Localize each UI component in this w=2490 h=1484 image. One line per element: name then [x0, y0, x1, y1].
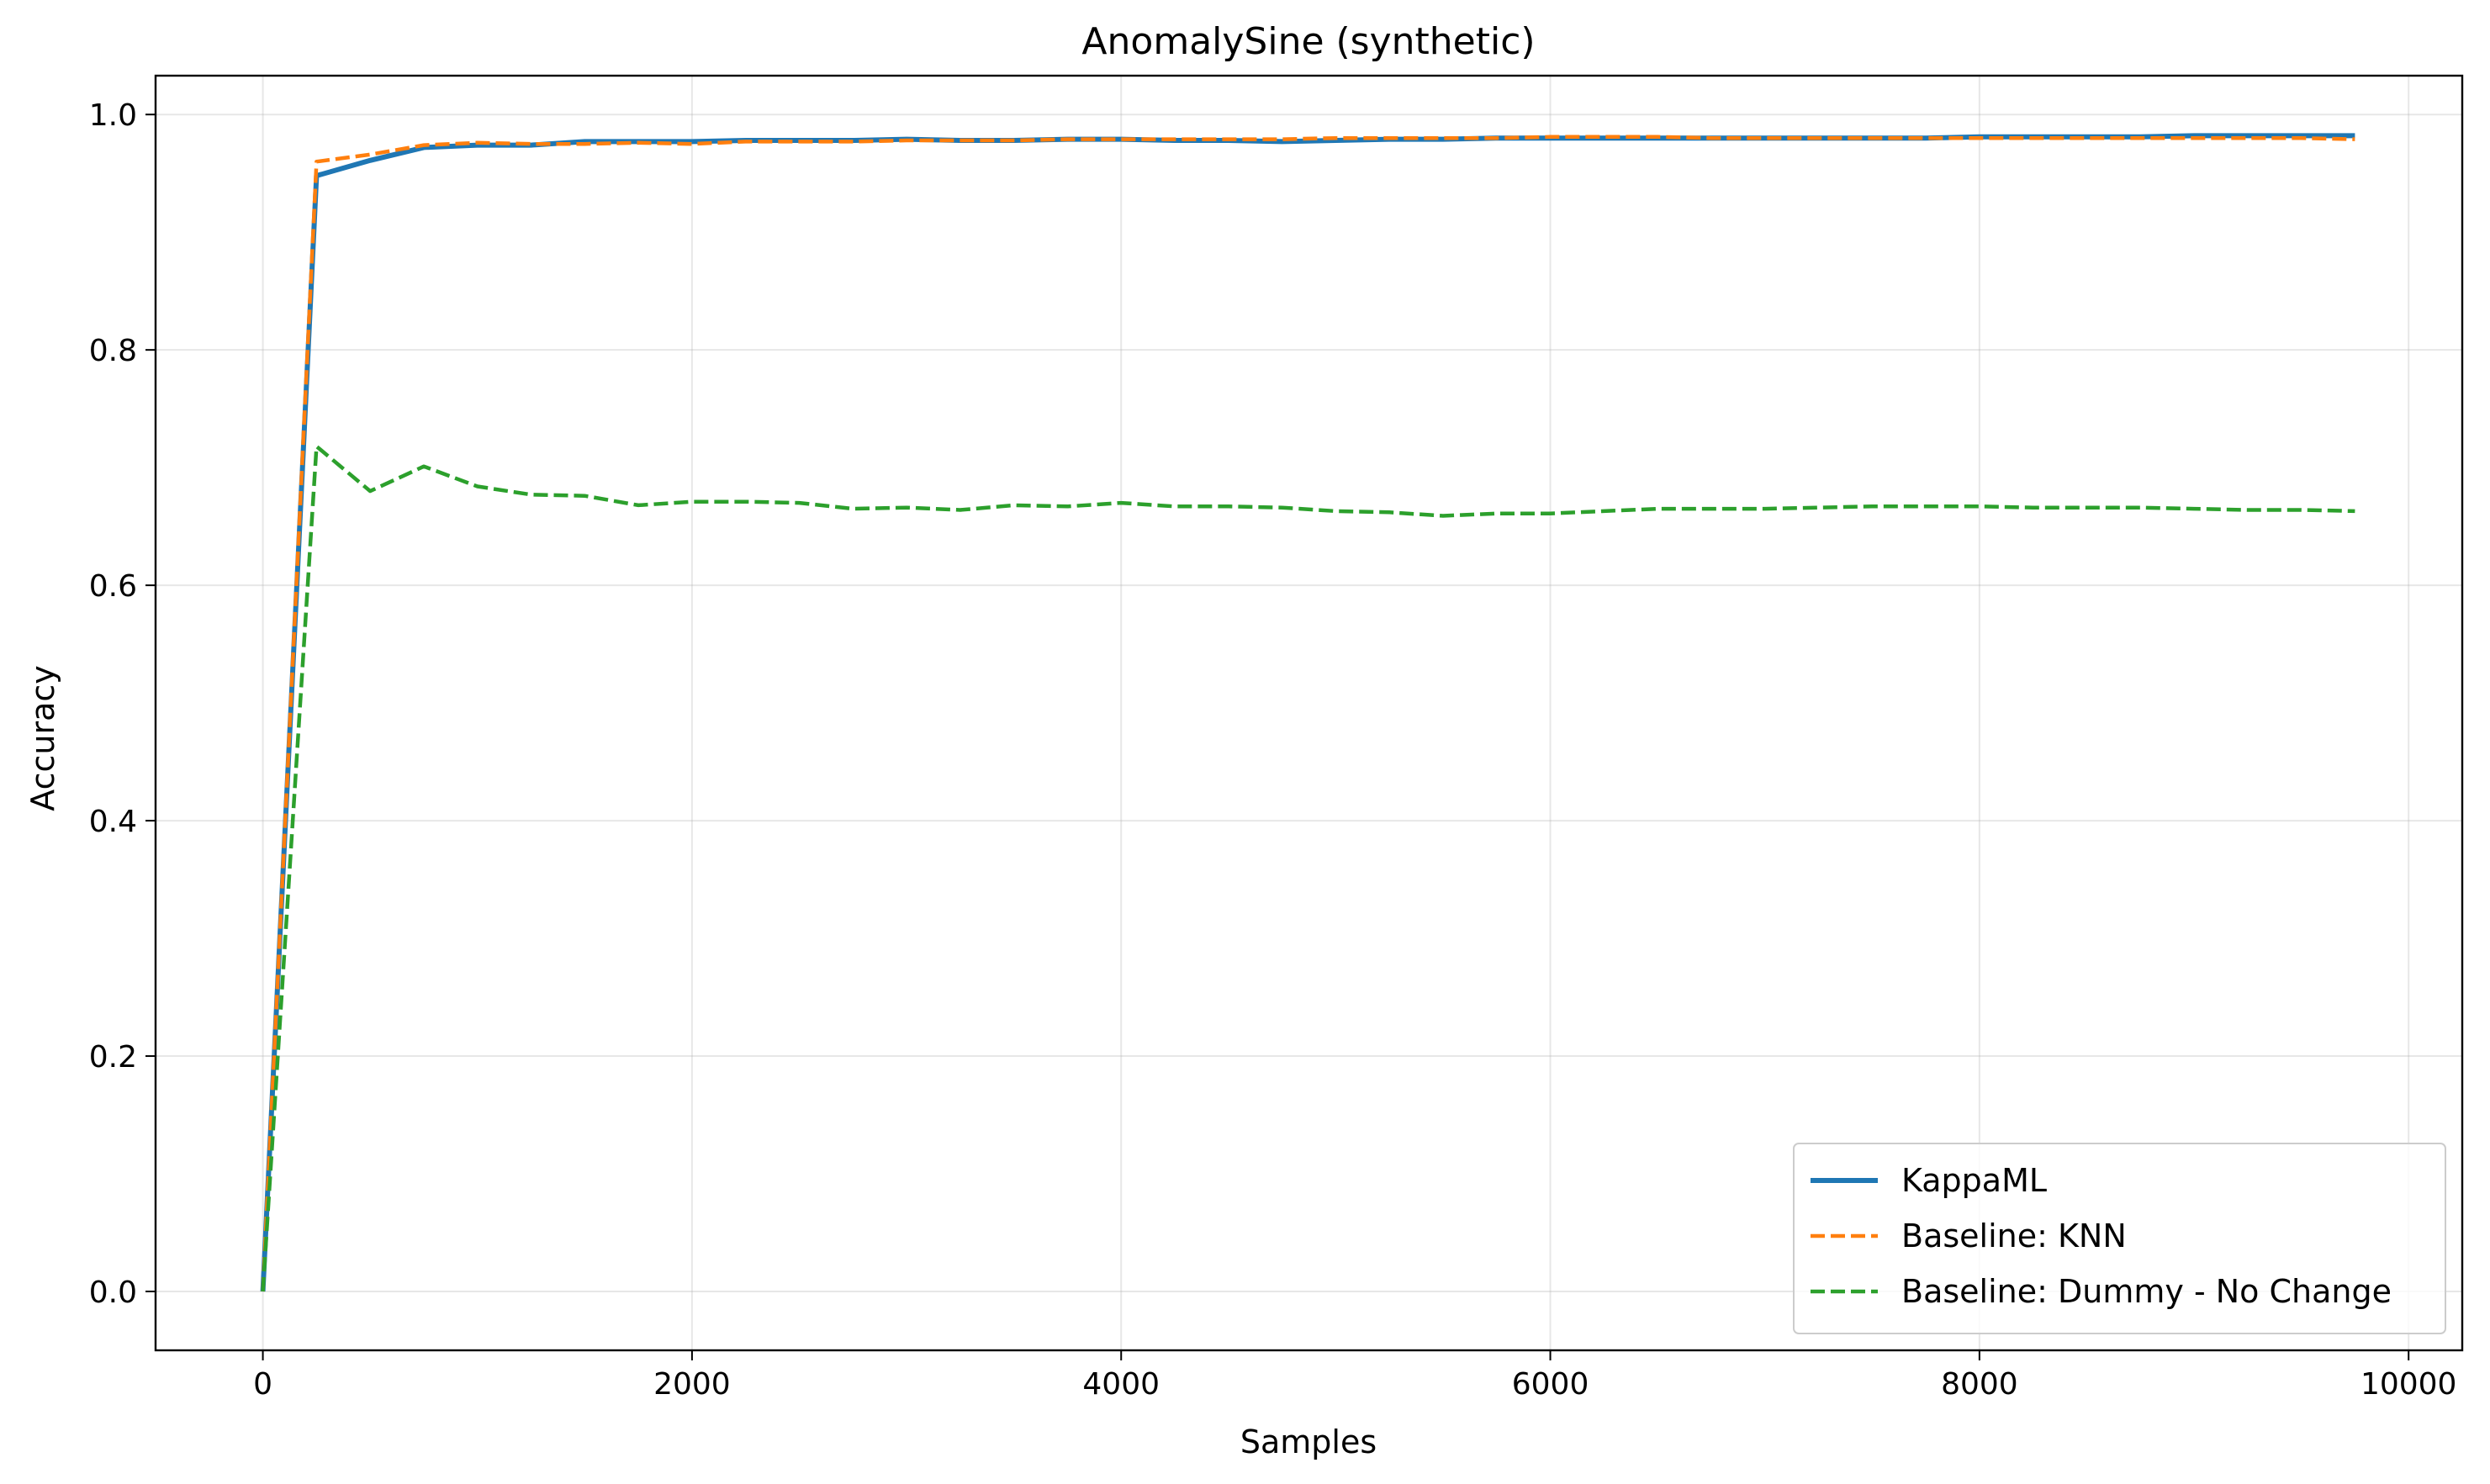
chart-title: AnomalySine (synthetic) [1081, 20, 1535, 63]
y-tick-label: 0.2 [89, 1040, 137, 1075]
y-tick-label: 0.6 [89, 569, 137, 604]
legend: KappaML Baseline: KNN Baseline: Dummy - No… [1793, 1143, 2446, 1334]
x-axis-label: Samples [1240, 1423, 1377, 1460]
x-tick-label: 10000 [2360, 1367, 2457, 1402]
series-layer [260, 133, 2355, 1292]
legend-label: KappaML [1901, 1162, 2047, 1199]
x-tick-label: 2000 [653, 1367, 731, 1402]
x-tick-label: 4000 [1082, 1367, 1160, 1402]
series-line-3 [261, 444, 2355, 1292]
axes-frame [154, 74, 2464, 1352]
y-tick-label: 0.4 [89, 805, 137, 839]
y-tick-label: 0.0 [89, 1275, 137, 1310]
y-axis-label: Accuracy [24, 665, 61, 811]
series-line-2 [261, 135, 2355, 1292]
x-tick-label: 0 [253, 1367, 272, 1402]
y-tick-label: 1.0 [89, 98, 137, 133]
y-tick-label: 0.8 [89, 334, 137, 368]
series-line-1 [260, 133, 2355, 1292]
legend-box [1793, 1143, 2446, 1334]
y-axis-ticks: 0.0 0.2 0.4 0.6 0.8 1.0 [89, 98, 156, 1310]
legend-label: Baseline: Dummy - No Change [1901, 1273, 2392, 1310]
legend-label: Baseline: KNN [1901, 1217, 2127, 1254]
x-tick-label: 6000 [1512, 1367, 1589, 1402]
x-axis-ticks: 0 2000 4000 6000 8000 10000 [253, 1350, 2456, 1402]
x-tick-label: 8000 [1941, 1367, 2018, 1402]
